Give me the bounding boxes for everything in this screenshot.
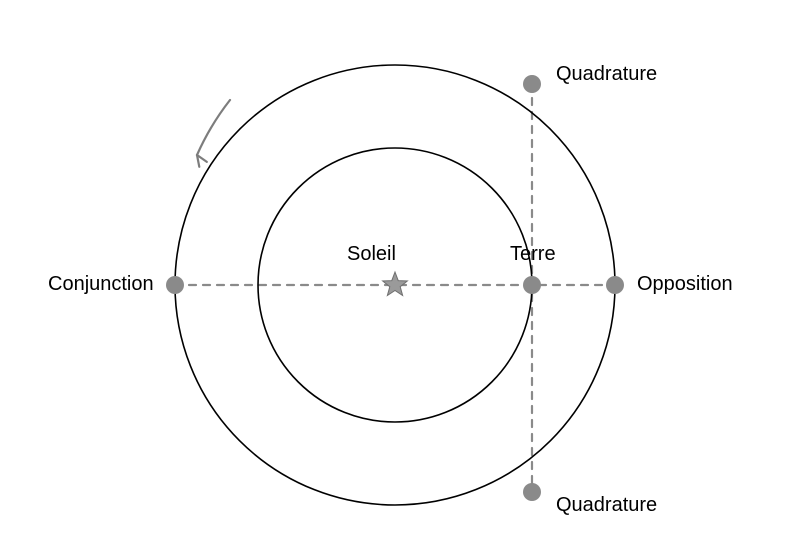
label-quadrature-bottom: Quadrature xyxy=(556,494,657,517)
quadrature-top-dot xyxy=(523,75,541,93)
opposition-dot xyxy=(606,276,624,294)
label-quadrature-top: Quadrature xyxy=(556,63,657,86)
label-terre: Terre xyxy=(510,243,556,266)
orbital-diagram: Soleil Terre Opposition Conjunction Quad… xyxy=(0,0,800,550)
label-opposition: Opposition xyxy=(637,273,733,296)
conjunction-dot xyxy=(166,276,184,294)
label-soleil: Soleil xyxy=(347,243,396,266)
earth-dot xyxy=(523,276,541,294)
quadrature-bottom-dot xyxy=(523,483,541,501)
label-conjunction: Conjunction xyxy=(48,273,154,296)
